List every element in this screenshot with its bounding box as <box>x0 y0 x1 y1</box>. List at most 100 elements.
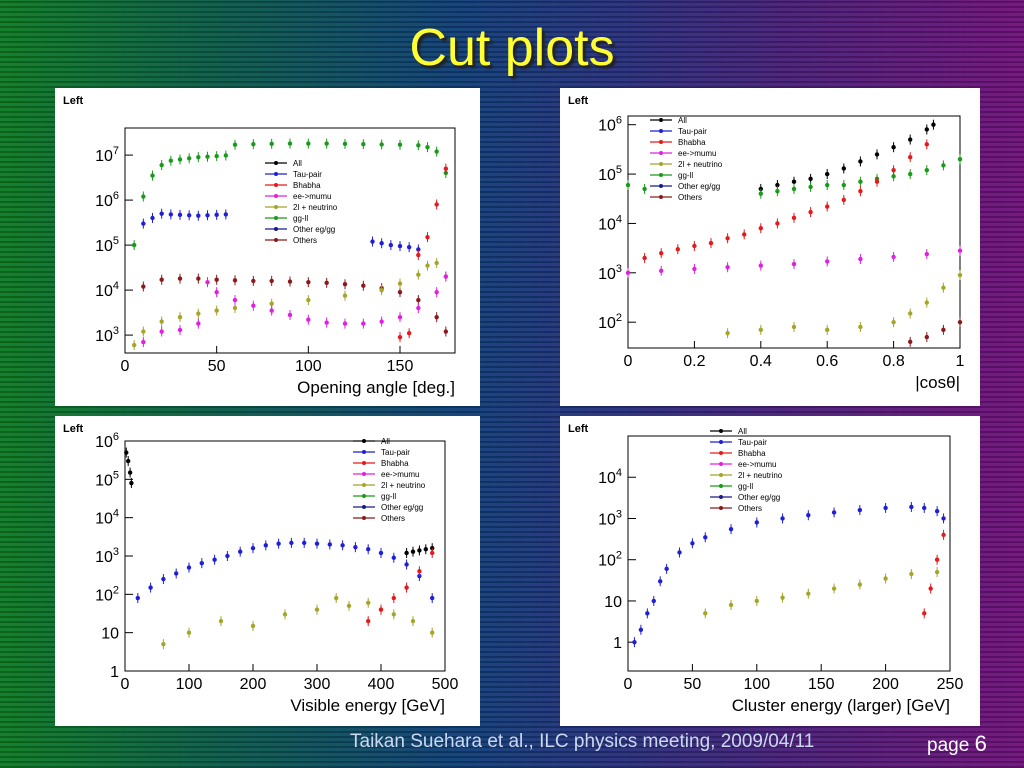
data-point <box>728 526 734 532</box>
legend-marker <box>274 205 278 209</box>
data-point <box>306 141 311 146</box>
data-point <box>168 212 174 217</box>
x-tick-label: 250 <box>937 676 964 693</box>
data-point <box>825 171 830 177</box>
data-point <box>342 141 348 147</box>
data-point <box>302 540 307 546</box>
data-point <box>186 213 192 218</box>
legend-entry-ee-mumu: ee->mumu <box>678 149 716 158</box>
slide-title: Cut plots <box>409 19 615 77</box>
data-point <box>924 251 929 257</box>
data-point <box>690 541 695 546</box>
data-point <box>941 163 946 168</box>
data-point <box>831 586 837 591</box>
data-point <box>214 153 219 159</box>
data-point <box>941 516 946 521</box>
data-point <box>417 548 422 553</box>
data-point <box>883 505 888 511</box>
data-point <box>177 314 183 320</box>
data-point <box>159 329 164 334</box>
data-point <box>161 576 166 582</box>
data-point <box>282 612 288 617</box>
panel-label: Left <box>63 423 84 435</box>
data-point <box>410 549 416 554</box>
y-tick-label: 10 <box>101 626 119 643</box>
data-point <box>758 263 763 268</box>
panel-label: Left <box>63 95 84 107</box>
x-tick-label: 100 <box>176 676 203 693</box>
legend: All Tau-pair Bhabha ee->mumu 2l + neutrino gg… <box>353 437 426 523</box>
legend-marker <box>659 118 663 122</box>
data-point <box>703 611 708 616</box>
data-point <box>205 213 210 218</box>
series-gg-ll <box>625 154 963 199</box>
data-point <box>708 240 714 246</box>
data-point <box>404 550 409 556</box>
data-point <box>218 618 224 624</box>
y-tick-label: 104 <box>598 213 622 233</box>
data-point <box>758 191 763 196</box>
legend-entry-2l-neutrino: 2l + neutrino <box>678 160 723 169</box>
legend-entry-tau-pair: Tau-pair <box>293 170 322 179</box>
data-point <box>397 334 403 340</box>
legend-marker <box>274 183 278 187</box>
series-ee-mumu <box>625 245 963 278</box>
data-point <box>124 450 129 455</box>
page-number: 6 <box>974 731 987 756</box>
plot-cluster-energy: Left 0 50 100 150 200 250 1 10 102 103 104 Cluster e… <box>568 423 964 715</box>
data-point <box>642 186 647 192</box>
data-point <box>922 611 927 616</box>
legend-marker <box>274 161 278 165</box>
data-point <box>957 272 963 278</box>
data-point <box>150 215 155 221</box>
data-point <box>425 234 430 240</box>
legend-entry-other-eg-gg: Other eg/gg <box>381 503 423 512</box>
data-point <box>957 319 963 325</box>
data-point <box>238 549 243 554</box>
data-point <box>416 272 421 277</box>
data-point <box>434 149 439 154</box>
legend-marker <box>719 440 723 444</box>
data-point <box>692 243 697 249</box>
data-point <box>891 145 896 150</box>
data-point <box>327 542 332 547</box>
data-point <box>141 221 146 226</box>
data-point <box>841 166 846 171</box>
data-point <box>775 188 780 194</box>
x-tick-label: 500 <box>432 676 459 693</box>
data-point <box>425 144 430 150</box>
data-point <box>159 162 164 168</box>
data-point <box>908 154 913 160</box>
data-point <box>808 176 813 182</box>
data-point <box>857 507 863 513</box>
data-point <box>168 158 174 163</box>
data-point <box>250 623 256 629</box>
series-all <box>758 119 936 194</box>
legend-entry-2l-neutrino: 2l + neutrino <box>293 203 338 212</box>
data-point <box>324 320 329 325</box>
data-point <box>131 342 137 348</box>
data-point <box>625 182 631 188</box>
data-point <box>342 282 348 287</box>
data-point <box>314 541 320 546</box>
x-tick-label: 0.4 <box>750 353 772 370</box>
plot-panel-visible-energy: Left 0 100 200 300 400 500 1 10 102 103 104 105 106 Vi… <box>55 416 480 726</box>
legend-marker <box>274 238 278 242</box>
data-point <box>148 585 153 590</box>
data-point <box>775 221 780 226</box>
y-tick-label: 105 <box>95 469 119 489</box>
data-point <box>934 557 940 562</box>
legend-marker <box>362 450 366 454</box>
data-point <box>725 264 730 270</box>
data-point <box>199 560 204 566</box>
data-point <box>754 520 759 525</box>
data-point <box>858 256 863 262</box>
legend-entry-ee-mumu: ee->mumu <box>293 192 331 201</box>
x-tick-label: 300 <box>304 676 331 693</box>
data-point <box>397 289 403 295</box>
legend: All Tau-pair Bhabha ee->mumu 2l + neutrino gg… <box>265 159 338 245</box>
data-point <box>397 142 403 147</box>
data-point <box>775 182 780 188</box>
legend-entry-bhabha: Bhabha <box>738 449 766 458</box>
data-point <box>434 202 439 207</box>
